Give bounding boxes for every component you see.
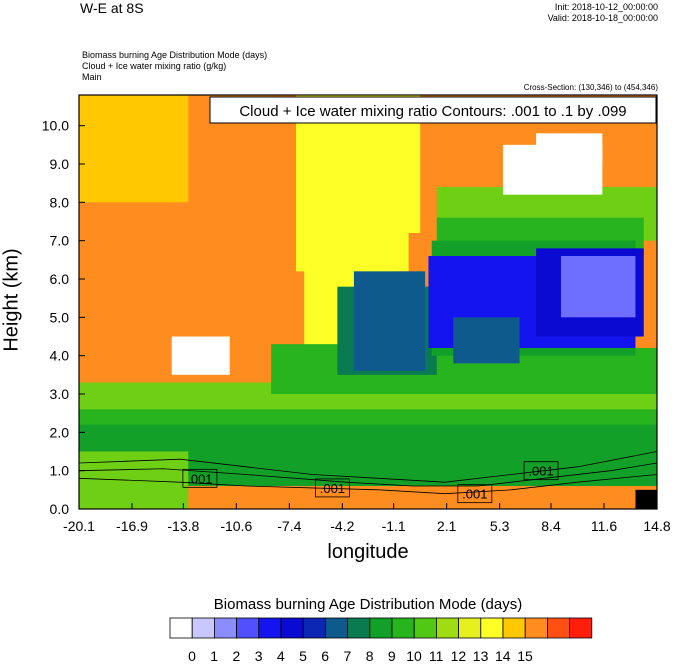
x-tick-label: 2.1 xyxy=(437,518,457,534)
chart-title: W-E at 8S xyxy=(80,0,144,16)
colorbar-swatch xyxy=(258,617,282,639)
colorbar-swatch xyxy=(280,617,304,639)
cross-section-label: Cross-Section: (130,346) to (454,346) xyxy=(523,83,658,92)
colorbar-title: Biomass burning Age Distribution Mode (d… xyxy=(213,596,523,613)
y-tick-label: 5.0 xyxy=(50,309,70,325)
y-tick-label: 7.0 xyxy=(50,233,70,249)
age-region-18 xyxy=(453,317,520,364)
age-region-21 xyxy=(635,489,657,509)
x-tick-label: 14.8 xyxy=(643,518,670,534)
y-axis-label: Height (km) xyxy=(0,248,23,352)
colorbar-label: 13 xyxy=(473,648,489,664)
colorbar-swatch xyxy=(169,617,193,639)
colorbar-label: 4 xyxy=(277,648,285,664)
x-tick-label: -10.6 xyxy=(220,518,252,534)
colorbar-swatch xyxy=(480,617,504,639)
field-2: Cloud + Ice water mixing ratio (g/kg) xyxy=(82,61,227,71)
x-tick-label: 11.6 xyxy=(591,518,617,534)
contour-label-3: .001 xyxy=(523,461,559,481)
x-tick-label: -1.1 xyxy=(382,518,406,534)
field-list: Biomass burning Age Distribution Mode (d… xyxy=(82,50,267,83)
x-tick-label: 8.4 xyxy=(541,518,561,534)
age-region-11 xyxy=(353,271,426,371)
plot-frame xyxy=(78,94,658,510)
colorbar-swatch xyxy=(236,617,260,639)
colorbar-swatch xyxy=(369,617,393,639)
field-3: Main xyxy=(82,72,102,82)
age-region-20 xyxy=(188,486,657,509)
colorbar-swatch xyxy=(413,617,437,639)
colorbar-label: 2 xyxy=(233,648,241,664)
valid-time: Valid: 2018-10-18_00:00:00 xyxy=(547,13,658,23)
x-tick-label: -4.2 xyxy=(330,518,354,534)
time-info: Init: 2018-10-12_00:00:00 Valid: 2018-10… xyxy=(548,2,658,24)
y-tick-label: 9.0 xyxy=(50,156,70,172)
y-tick-label: 3.0 xyxy=(50,386,70,402)
x-tick-label: -20.1 xyxy=(63,518,95,534)
colorbar-swatch xyxy=(391,617,415,639)
age-region-17 xyxy=(560,256,636,318)
y-tick-label: 6.0 xyxy=(50,271,70,287)
contour-line-1 xyxy=(79,474,657,495)
colorbar-swatch xyxy=(213,617,237,639)
age-region-24 xyxy=(536,133,603,164)
colorbar-swatch xyxy=(191,617,215,639)
colorbar-swatch xyxy=(324,617,348,639)
colorbar-label: 0 xyxy=(188,648,196,664)
contour-label-0: .001 xyxy=(182,468,218,488)
colorbar-label: 11 xyxy=(429,648,444,664)
colorbar-swatch xyxy=(347,617,371,639)
x-tick-label: 5.3 xyxy=(490,518,510,534)
colorbar-label: 1 xyxy=(210,648,218,664)
contour-line-0 xyxy=(79,451,657,483)
colorbar-label: 9 xyxy=(388,648,396,664)
y-tick-label: 8.0 xyxy=(50,194,70,210)
age-region-2 xyxy=(295,95,409,272)
colorbar-swatch xyxy=(502,617,526,639)
colorbar-label: 7 xyxy=(344,648,352,664)
age-region-22 xyxy=(171,336,230,375)
contour-label-2: .001 xyxy=(457,484,493,504)
x-tick-label: -13.8 xyxy=(167,518,199,534)
colorbar-swatch xyxy=(435,617,459,639)
svg-text:.001: .001 xyxy=(320,481,345,496)
y-tick-label: 0.0 xyxy=(50,501,70,517)
colorbar-label: 8 xyxy=(366,648,374,664)
y-tick-label: 4.0 xyxy=(50,348,70,364)
svg-text:.001: .001 xyxy=(462,487,487,502)
colorbar-label: 12 xyxy=(451,648,467,664)
colorbar-swatch xyxy=(458,617,482,639)
colorbar-label: 6 xyxy=(321,648,329,664)
svg-text:.001: .001 xyxy=(528,464,553,479)
colorbar-swatch xyxy=(547,617,571,639)
contour-info-box xyxy=(209,96,657,124)
x-tick-label: -16.9 xyxy=(116,518,148,534)
svg-text:.001: .001 xyxy=(187,471,212,486)
y-tick-label: 10.0 xyxy=(42,118,69,134)
contour-line-2 xyxy=(79,462,657,487)
colorbar-swatch xyxy=(302,617,326,639)
colorbar-swatch xyxy=(569,617,593,639)
colorbar-swatch xyxy=(524,617,548,639)
contour-label-1: .001 xyxy=(314,478,350,498)
x-axis-label: longitude xyxy=(327,541,409,563)
y-tick-label: 1.0 xyxy=(50,463,70,479)
field-1: Biomass burning Age Distribution Mode (d… xyxy=(82,50,268,60)
colorbar-label: 5 xyxy=(299,648,307,664)
x-tick-label: -7.4 xyxy=(277,518,301,534)
age-region-1 xyxy=(79,95,189,203)
contour-info-text: Cloud + Ice water mixing ratio Contours:… xyxy=(239,103,626,120)
y-tick-label: 2.0 xyxy=(50,424,70,440)
colorbar-label: 14 xyxy=(495,648,511,664)
colorbar-label: 15 xyxy=(517,648,533,664)
init-time: Init: 2018-10-12_00:00:00 xyxy=(554,2,658,12)
colorbar-label: 3 xyxy=(255,648,263,664)
colorbar-label: 10 xyxy=(406,648,422,664)
